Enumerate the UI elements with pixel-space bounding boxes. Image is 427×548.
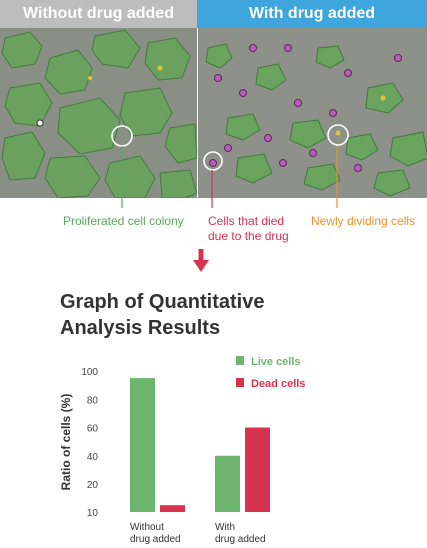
callout-lines — [121, 146, 338, 208]
callout-proliferated: Proliferated cell colony — [63, 214, 184, 228]
legend-swatch-live — [236, 356, 244, 365]
y-tick-label: 80 — [87, 395, 99, 406]
callout-died: Cells that died due to the drug — [208, 214, 289, 244]
y-axis-label: Ratio of cells (%) — [59, 394, 73, 491]
header-with-drug: With drug added — [197, 0, 427, 28]
graph-title: Graph of Quantitative Analysis Results — [60, 289, 390, 341]
x-category-label: Without — [130, 522, 164, 533]
bar-dead-0 — [160, 505, 185, 512]
micrograph-with-drug-image — [203, 43, 427, 197]
bar-chart: Ratio of cells (%)1020406080100Withoutdr… — [59, 356, 305, 545]
callout-dividing: Newly dividing cells — [311, 214, 416, 228]
y-tick-label: 20 — [87, 480, 99, 491]
callout-died-line1: Cells that died — [208, 214, 285, 228]
y-tick-label: 40 — [87, 452, 99, 463]
y-tick-label: 10 — [87, 508, 99, 519]
header-without-drug: Without drug added — [0, 0, 197, 28]
x-category-label: drug added — [130, 534, 181, 545]
bar-live-1 — [215, 455, 240, 512]
x-category-label: drug added — [215, 534, 266, 545]
micrograph-without-drug — [0, 28, 197, 198]
legend-label-live: Live cells — [251, 356, 301, 368]
y-tick-label: 60 — [87, 424, 99, 435]
legend-label-dead: Dead cells — [251, 378, 305, 390]
callout-died-line2: due to the drug — [208, 229, 289, 243]
legend-swatch-dead — [236, 378, 244, 387]
bar-live-0 — [130, 378, 155, 512]
graph-title-line1: Graph of Quantitative — [60, 291, 265, 313]
down-arrow-icon — [193, 249, 209, 272]
micrograph-without-drug-image — [1, 29, 197, 198]
bar-dead-1 — [245, 427, 270, 512]
micrograph-with-drug — [197, 28, 427, 198]
x-category-label: With — [215, 522, 235, 533]
y-tick-label: 100 — [81, 367, 98, 378]
graph-title-line2: Analysis Results — [60, 317, 221, 339]
